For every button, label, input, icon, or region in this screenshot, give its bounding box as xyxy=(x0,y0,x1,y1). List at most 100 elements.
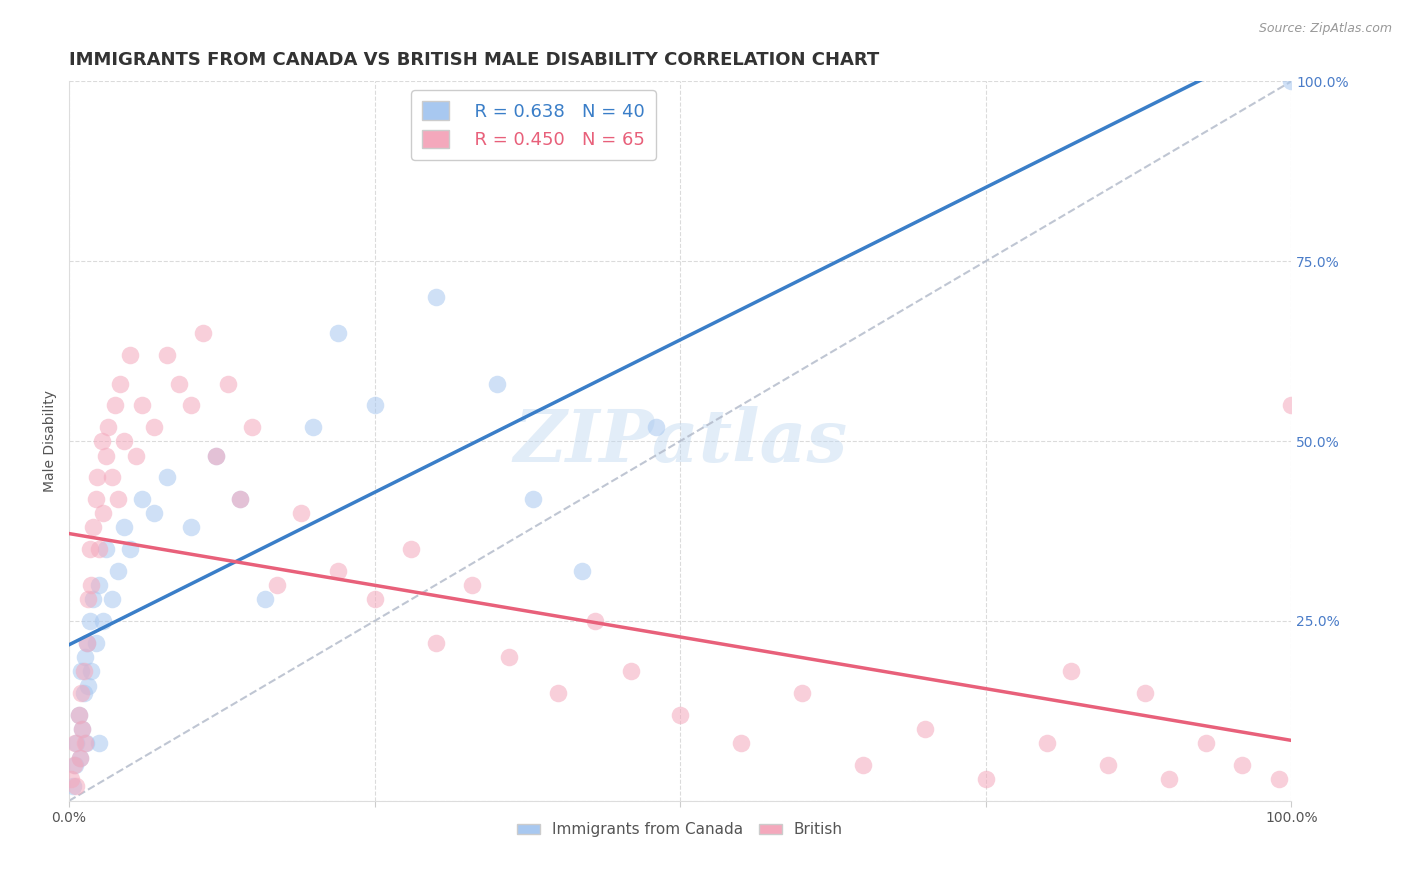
Point xyxy=(91,506,114,520)
Point xyxy=(112,434,135,449)
Point xyxy=(63,736,86,750)
Point xyxy=(399,542,422,557)
Point xyxy=(97,419,120,434)
Point xyxy=(1060,665,1083,679)
Point xyxy=(644,419,666,434)
Point xyxy=(76,635,98,649)
Point xyxy=(792,686,814,700)
Point xyxy=(84,635,107,649)
Text: ZIPatlas: ZIPatlas xyxy=(513,406,848,476)
Point xyxy=(290,506,312,520)
Point xyxy=(914,722,936,736)
Point xyxy=(77,592,100,607)
Point xyxy=(62,780,84,794)
Point xyxy=(79,542,101,557)
Point xyxy=(91,614,114,628)
Point xyxy=(1279,74,1302,88)
Point xyxy=(1097,758,1119,772)
Point xyxy=(498,650,520,665)
Point xyxy=(73,736,96,750)
Point xyxy=(60,772,83,787)
Point xyxy=(70,686,93,700)
Point xyxy=(76,635,98,649)
Point xyxy=(86,470,108,484)
Point xyxy=(193,326,215,341)
Point xyxy=(547,686,569,700)
Point xyxy=(522,491,544,506)
Point xyxy=(72,722,94,736)
Point xyxy=(110,376,132,391)
Point xyxy=(253,592,276,607)
Point xyxy=(461,578,484,592)
Point xyxy=(63,758,86,772)
Point xyxy=(63,758,86,772)
Point xyxy=(75,736,97,750)
Point xyxy=(131,398,153,412)
Point xyxy=(302,419,325,434)
Point xyxy=(82,592,104,607)
Point xyxy=(70,665,93,679)
Point xyxy=(118,542,141,557)
Point xyxy=(80,665,103,679)
Point xyxy=(1268,772,1291,787)
Point xyxy=(156,348,179,362)
Point xyxy=(425,635,447,649)
Point xyxy=(72,686,94,700)
Point xyxy=(204,449,226,463)
Point xyxy=(131,491,153,506)
Point xyxy=(180,520,202,534)
Point xyxy=(583,614,606,628)
Point xyxy=(669,707,692,722)
Point xyxy=(363,592,385,607)
Y-axis label: Male Disability: Male Disability xyxy=(44,390,58,492)
Point xyxy=(229,491,252,506)
Point xyxy=(69,750,91,764)
Text: IMMIGRANTS FROM CANADA VS BRITISH MALE DISABILITY CORRELATION CHART: IMMIGRANTS FROM CANADA VS BRITISH MALE D… xyxy=(69,51,879,69)
Point xyxy=(485,376,508,391)
Point xyxy=(94,542,117,557)
Point xyxy=(79,614,101,628)
Point xyxy=(167,376,190,391)
Point xyxy=(73,650,96,665)
Point xyxy=(143,419,166,434)
Point xyxy=(69,750,91,764)
Point xyxy=(94,449,117,463)
Point xyxy=(240,419,263,434)
Point xyxy=(125,449,148,463)
Point xyxy=(112,520,135,534)
Point xyxy=(72,665,94,679)
Point xyxy=(82,520,104,534)
Point xyxy=(100,592,122,607)
Point xyxy=(89,736,111,750)
Point xyxy=(67,707,90,722)
Point xyxy=(143,506,166,520)
Point xyxy=(72,722,94,736)
Point xyxy=(204,449,226,463)
Point xyxy=(77,679,100,693)
Point xyxy=(89,578,111,592)
Point xyxy=(571,564,593,578)
Point xyxy=(107,564,129,578)
Point xyxy=(852,758,875,772)
Point xyxy=(65,736,87,750)
Point xyxy=(1232,758,1254,772)
Point xyxy=(326,564,349,578)
Point xyxy=(1279,398,1302,412)
Point xyxy=(80,578,103,592)
Point xyxy=(89,542,111,557)
Text: Source: ZipAtlas.com: Source: ZipAtlas.com xyxy=(1258,22,1392,36)
Point xyxy=(266,578,288,592)
Point xyxy=(90,434,112,449)
Point xyxy=(67,707,90,722)
Point xyxy=(730,736,752,750)
Point xyxy=(100,470,122,484)
Point xyxy=(620,665,643,679)
Point xyxy=(180,398,202,412)
Point xyxy=(229,491,252,506)
Point xyxy=(156,470,179,484)
Point xyxy=(118,348,141,362)
Point xyxy=(1159,772,1181,787)
Point xyxy=(217,376,239,391)
Point xyxy=(425,290,447,304)
Point xyxy=(104,398,127,412)
